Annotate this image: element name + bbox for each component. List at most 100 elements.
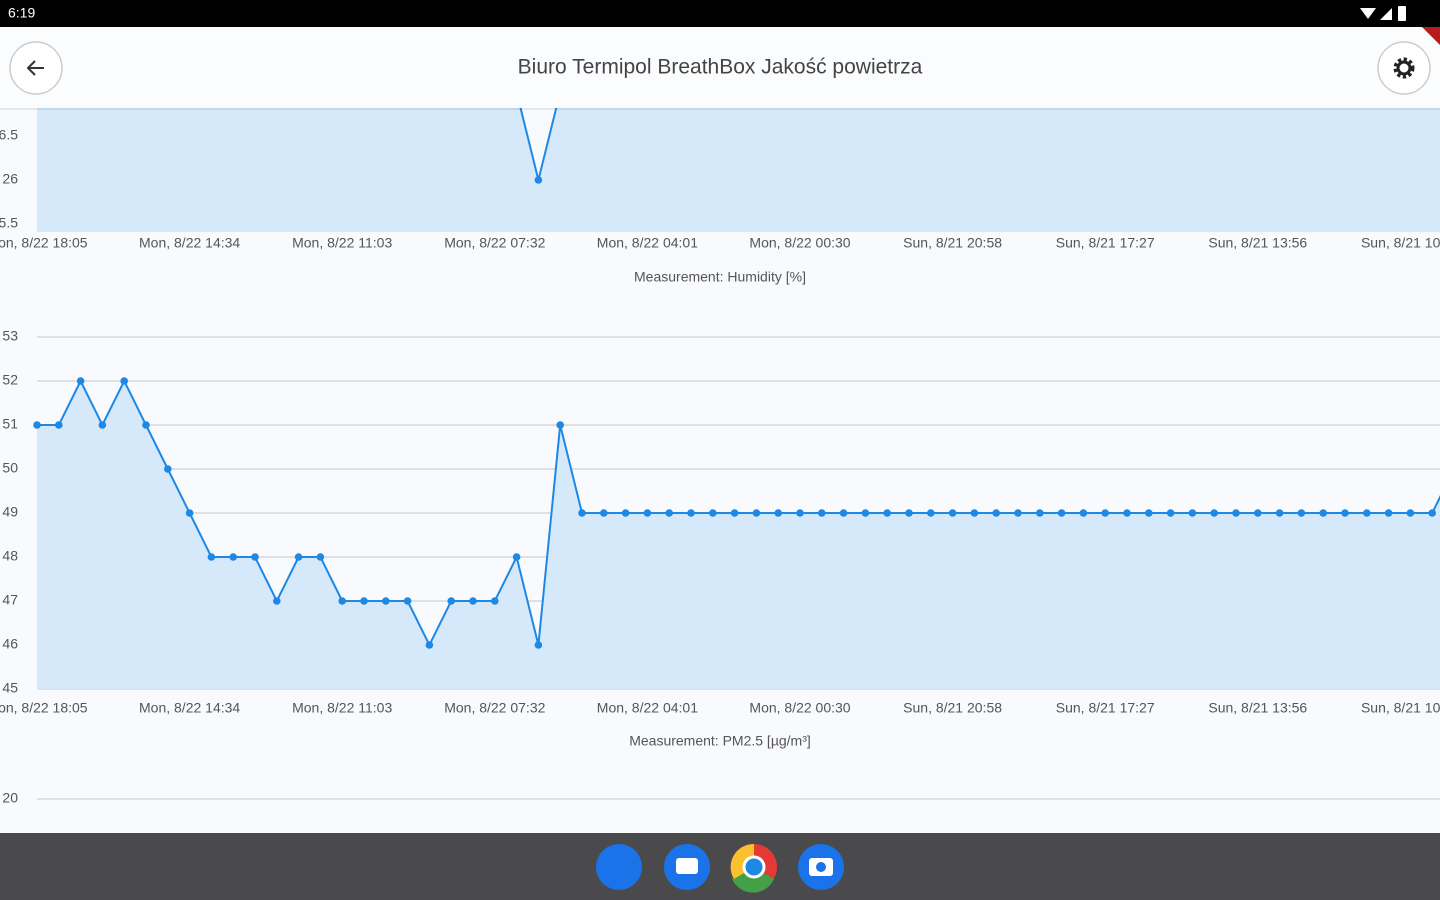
status-time: 6:19: [8, 5, 35, 21]
data-point: [382, 597, 390, 605]
data-point: [1014, 509, 1022, 517]
data-point: [1341, 509, 1349, 517]
data-point: [730, 509, 739, 517]
data-point: [534, 176, 543, 184]
data-point: [425, 641, 434, 649]
data-point: [251, 553, 259, 561]
data-point: [883, 509, 891, 517]
chrome-center: [742, 855, 766, 879]
y-tick-label: 51: [2, 416, 18, 432]
settings-gear: [1393, 57, 1415, 79]
x-tick-label: Mon, 8/22 18:05: [0, 235, 88, 251]
app-bar-bg: [0, 28, 1440, 108]
nav-bg: [0, 833, 1440, 900]
data-point: [1232, 509, 1240, 517]
data-point: [1123, 509, 1131, 517]
chart-title: Measurement: PM2.5 [µg/m³]: [629, 733, 811, 749]
status-bar: 6:19: [0, 0, 1440, 27]
charts: 25.5 26 26.5 Mon, 8/22 18:05 Mon, 8/22 14:34…: [0, 52, 1440, 806]
data-point: [948, 509, 957, 517]
data-point: [207, 553, 216, 561]
data-point: [861, 509, 870, 517]
x-tick-label: Mon, 8/22 00:30: [749, 700, 850, 716]
data-point: [687, 509, 695, 517]
y-tick-label: 53: [2, 328, 18, 344]
data-point: [621, 509, 630, 517]
battery-icon: [1398, 6, 1406, 21]
data-point: [1188, 509, 1197, 517]
data-point: [839, 509, 848, 517]
y-tick-label: 46: [2, 636, 18, 652]
data-point: [970, 509, 979, 517]
x-tick-label: Sun, 8/21 10:25: [1361, 235, 1440, 251]
chart-title: Measurement: Humidity [%]: [634, 269, 806, 285]
data-point: [1297, 509, 1306, 517]
data-point: [164, 465, 172, 473]
x-tick-label: Mon, 8/22 14:34: [139, 235, 240, 251]
x-tick-label: Mon, 8/22 04:01: [597, 235, 698, 251]
data-point: [665, 509, 673, 517]
data-point: [1101, 509, 1109, 517]
data-point: [1057, 509, 1066, 517]
settings-button[interactable]: [1377, 41, 1431, 95]
data-point: [1166, 509, 1175, 517]
x-tick-label: Mon, 8/22 14:34: [139, 700, 240, 716]
data-point: [33, 421, 41, 429]
data-point: [1428, 509, 1436, 517]
x-tick-label: Sun, 8/21 20:58: [903, 235, 1002, 251]
x-tick-label: Mon, 8/22 00:30: [749, 235, 850, 251]
signal-icon: [1380, 8, 1392, 20]
x-tick-label: Mon, 8/22 07:32: [444, 700, 545, 716]
app-bar: Biuro Termipol BreathBox Jakość powietrz…: [0, 0, 1440, 110]
app-title: Biuro Termipol BreathBox Jakość powietrz…: [518, 56, 923, 79]
data-point: [403, 597, 412, 605]
x-tick-label: Sun, 8/21 17:27: [1056, 235, 1155, 251]
data-point: [55, 421, 63, 429]
settings-gear-ring: [1396, 60, 1412, 76]
camera-lens: [816, 862, 826, 872]
data-point: [709, 509, 717, 517]
data-point: [905, 509, 913, 517]
y-tick-label: 50: [2, 460, 18, 476]
x-tick-label: Sun, 8/21 10:25: [1361, 700, 1440, 716]
status-bg: [0, 0, 1440, 27]
data-point: [556, 421, 564, 429]
data-point: [1210, 509, 1218, 517]
data-point: [316, 553, 325, 561]
data-point: [469, 597, 477, 605]
data-point: [229, 553, 237, 561]
data-point: [273, 597, 281, 605]
x-tick-label: Mon, 8/22 18:05: [0, 700, 88, 716]
data-point: [294, 553, 303, 561]
data-point: [1254, 509, 1262, 517]
y-tick-label: 26: [2, 171, 18, 187]
data-point: [752, 509, 761, 517]
data-point: [1406, 509, 1415, 517]
data-point: [76, 377, 85, 385]
data-point: [360, 597, 368, 605]
y-tick-label: 25.5: [0, 215, 18, 231]
x-tick-label: Sun, 8/21 13:56: [1208, 235, 1307, 251]
data-point: [1275, 509, 1284, 517]
data-point: [447, 597, 456, 605]
phone-app[interactable]: [596, 844, 642, 890]
y-tick-label: 20: [2, 790, 18, 806]
data-point: [534, 641, 543, 649]
data-point: [1036, 509, 1044, 517]
area-fill: [37, 381, 1440, 689]
data-point: [796, 509, 804, 517]
back-button[interactable]: [9, 41, 63, 95]
data-point: [512, 553, 521, 561]
wifi-icon: [1360, 8, 1376, 19]
data-point: [142, 421, 150, 429]
back-arrow: [26, 60, 44, 76]
data-point: [927, 509, 935, 517]
data-point: [1384, 509, 1393, 517]
settings-circle[interactable]: [1377, 41, 1431, 95]
area-fill: [37, 92, 1440, 232]
nav-bar: [0, 833, 1440, 900]
messages-glyph: [676, 858, 698, 874]
data-point: [1363, 509, 1371, 517]
